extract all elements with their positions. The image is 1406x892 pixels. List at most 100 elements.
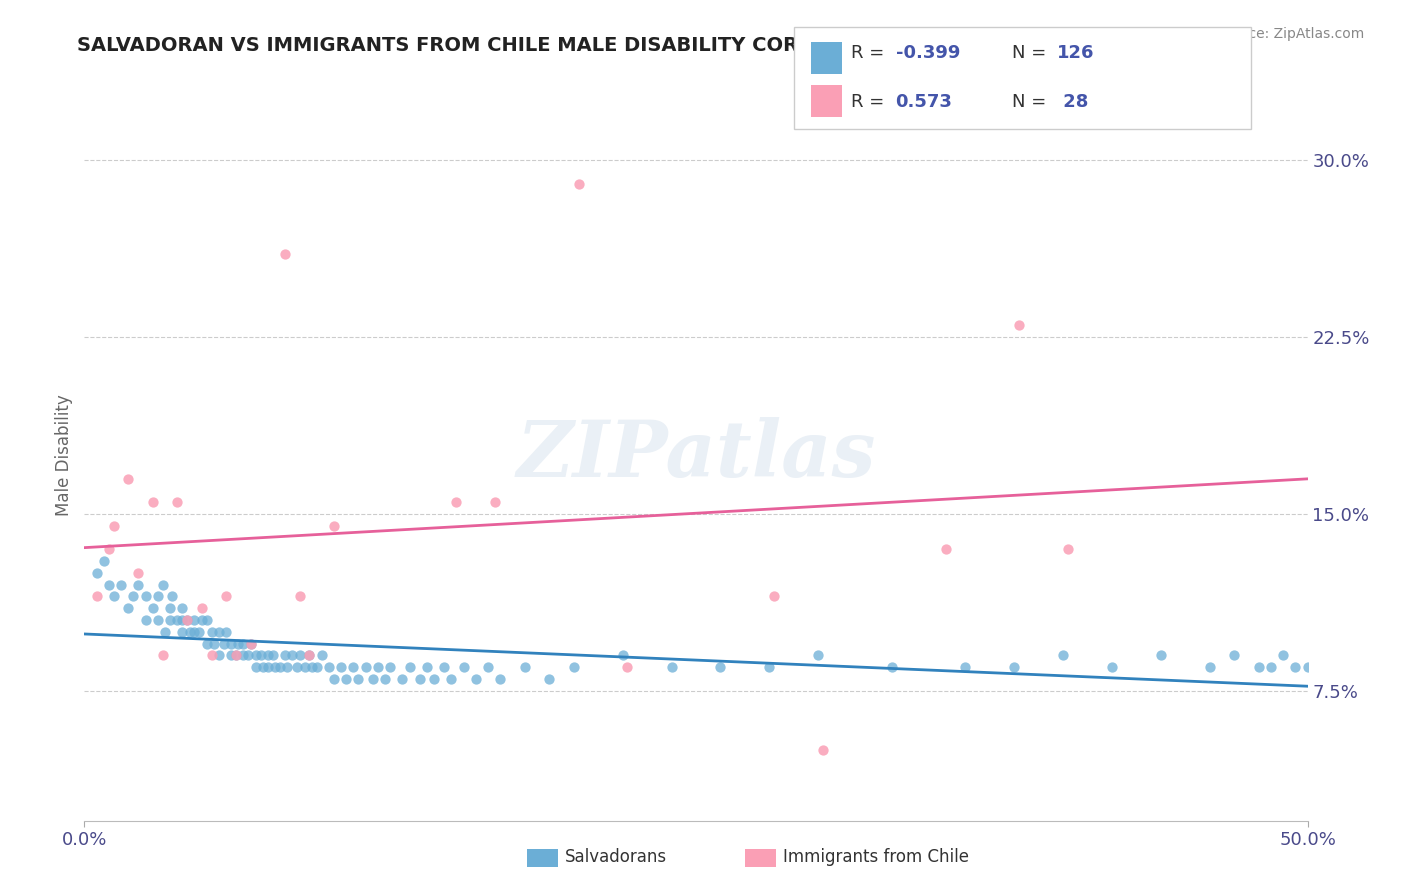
- Point: [127, 566, 149, 580]
- Text: -0.399: -0.399: [896, 44, 960, 62]
- Point: [110, 577, 132, 591]
- Point: [191, 613, 214, 627]
- Point: [172, 601, 194, 615]
- Point: [135, 590, 157, 604]
- Point: [318, 660, 340, 674]
- Point: [166, 613, 188, 627]
- Point: [1150, 648, 1173, 663]
- Point: [225, 648, 247, 663]
- Point: [245, 660, 267, 674]
- Point: [195, 637, 218, 651]
- Point: [367, 660, 389, 674]
- Text: R =: R =: [851, 44, 890, 62]
- Point: [408, 672, 430, 686]
- Point: [335, 672, 357, 686]
- Point: [1284, 660, 1306, 674]
- Point: [215, 624, 238, 639]
- Point: [374, 672, 396, 686]
- Point: [117, 601, 139, 615]
- Text: SALVADORAN VS IMMIGRANTS FROM CHILE MALE DISABILITY CORRELATION CHART: SALVADORAN VS IMMIGRANTS FROM CHILE MALE…: [77, 36, 986, 54]
- Point: [612, 648, 634, 663]
- Y-axis label: Male Disability: Male Disability: [55, 394, 73, 516]
- Text: N =: N =: [1012, 44, 1052, 62]
- Point: [330, 660, 353, 674]
- Text: R =: R =: [851, 93, 896, 111]
- Point: [188, 624, 211, 639]
- Point: [322, 518, 344, 533]
- Point: [661, 660, 683, 674]
- Point: [274, 648, 297, 663]
- Point: [239, 637, 262, 651]
- Point: [176, 613, 198, 627]
- Point: [152, 577, 174, 591]
- Text: N =: N =: [1012, 93, 1052, 111]
- Point: [179, 624, 201, 639]
- Point: [301, 660, 323, 674]
- Point: [219, 637, 242, 651]
- Text: Source: ZipAtlas.com: Source: ZipAtlas.com: [1216, 27, 1364, 41]
- Point: [97, 577, 120, 591]
- Point: [1052, 648, 1074, 663]
- Point: [484, 495, 506, 509]
- Point: [249, 648, 271, 663]
- Point: [191, 601, 214, 615]
- Point: [758, 660, 780, 674]
- Point: [285, 660, 308, 674]
- Point: [262, 648, 284, 663]
- Point: [538, 672, 561, 686]
- Point: [807, 648, 830, 663]
- Point: [264, 660, 287, 674]
- Point: [298, 648, 321, 663]
- Point: [380, 660, 402, 674]
- Point: [489, 672, 512, 686]
- Text: ZIPatlas: ZIPatlas: [516, 417, 876, 493]
- Point: [97, 542, 120, 557]
- Point: [311, 648, 333, 663]
- Point: [232, 637, 254, 651]
- Point: [202, 637, 225, 651]
- Point: [347, 672, 370, 686]
- Point: [1056, 542, 1078, 557]
- Point: [225, 648, 247, 663]
- Point: [398, 660, 420, 674]
- Point: [159, 601, 181, 615]
- Point: [953, 660, 976, 674]
- Point: [146, 590, 169, 604]
- Point: [464, 672, 486, 686]
- Point: [219, 648, 242, 663]
- Point: [361, 672, 384, 686]
- Point: [142, 601, 165, 615]
- Point: [103, 518, 125, 533]
- Point: [200, 624, 222, 639]
- Point: [567, 177, 589, 191]
- Point: [347, 35, 370, 49]
- Point: [1247, 660, 1270, 674]
- Point: [238, 648, 260, 663]
- Point: [86, 566, 108, 580]
- Point: [1002, 660, 1025, 674]
- Point: [122, 590, 145, 604]
- Point: [342, 660, 364, 674]
- Point: [103, 590, 125, 604]
- Point: [200, 648, 222, 663]
- Point: [298, 648, 321, 663]
- Text: 28: 28: [1057, 93, 1088, 111]
- Text: 0.573: 0.573: [896, 93, 952, 111]
- Point: [142, 495, 165, 509]
- Point: [117, 471, 139, 485]
- Point: [172, 613, 194, 627]
- Text: Immigrants from Chile: Immigrants from Chile: [783, 847, 969, 865]
- Point: [166, 495, 188, 509]
- Point: [257, 648, 280, 663]
- Point: [709, 660, 731, 674]
- Point: [135, 613, 157, 627]
- Point: [513, 660, 536, 674]
- Point: [416, 660, 439, 674]
- Point: [288, 590, 311, 604]
- Point: [934, 542, 956, 557]
- Point: [159, 613, 181, 627]
- Point: [228, 637, 250, 651]
- Point: [423, 672, 446, 686]
- Point: [391, 672, 413, 686]
- Point: [1008, 318, 1031, 333]
